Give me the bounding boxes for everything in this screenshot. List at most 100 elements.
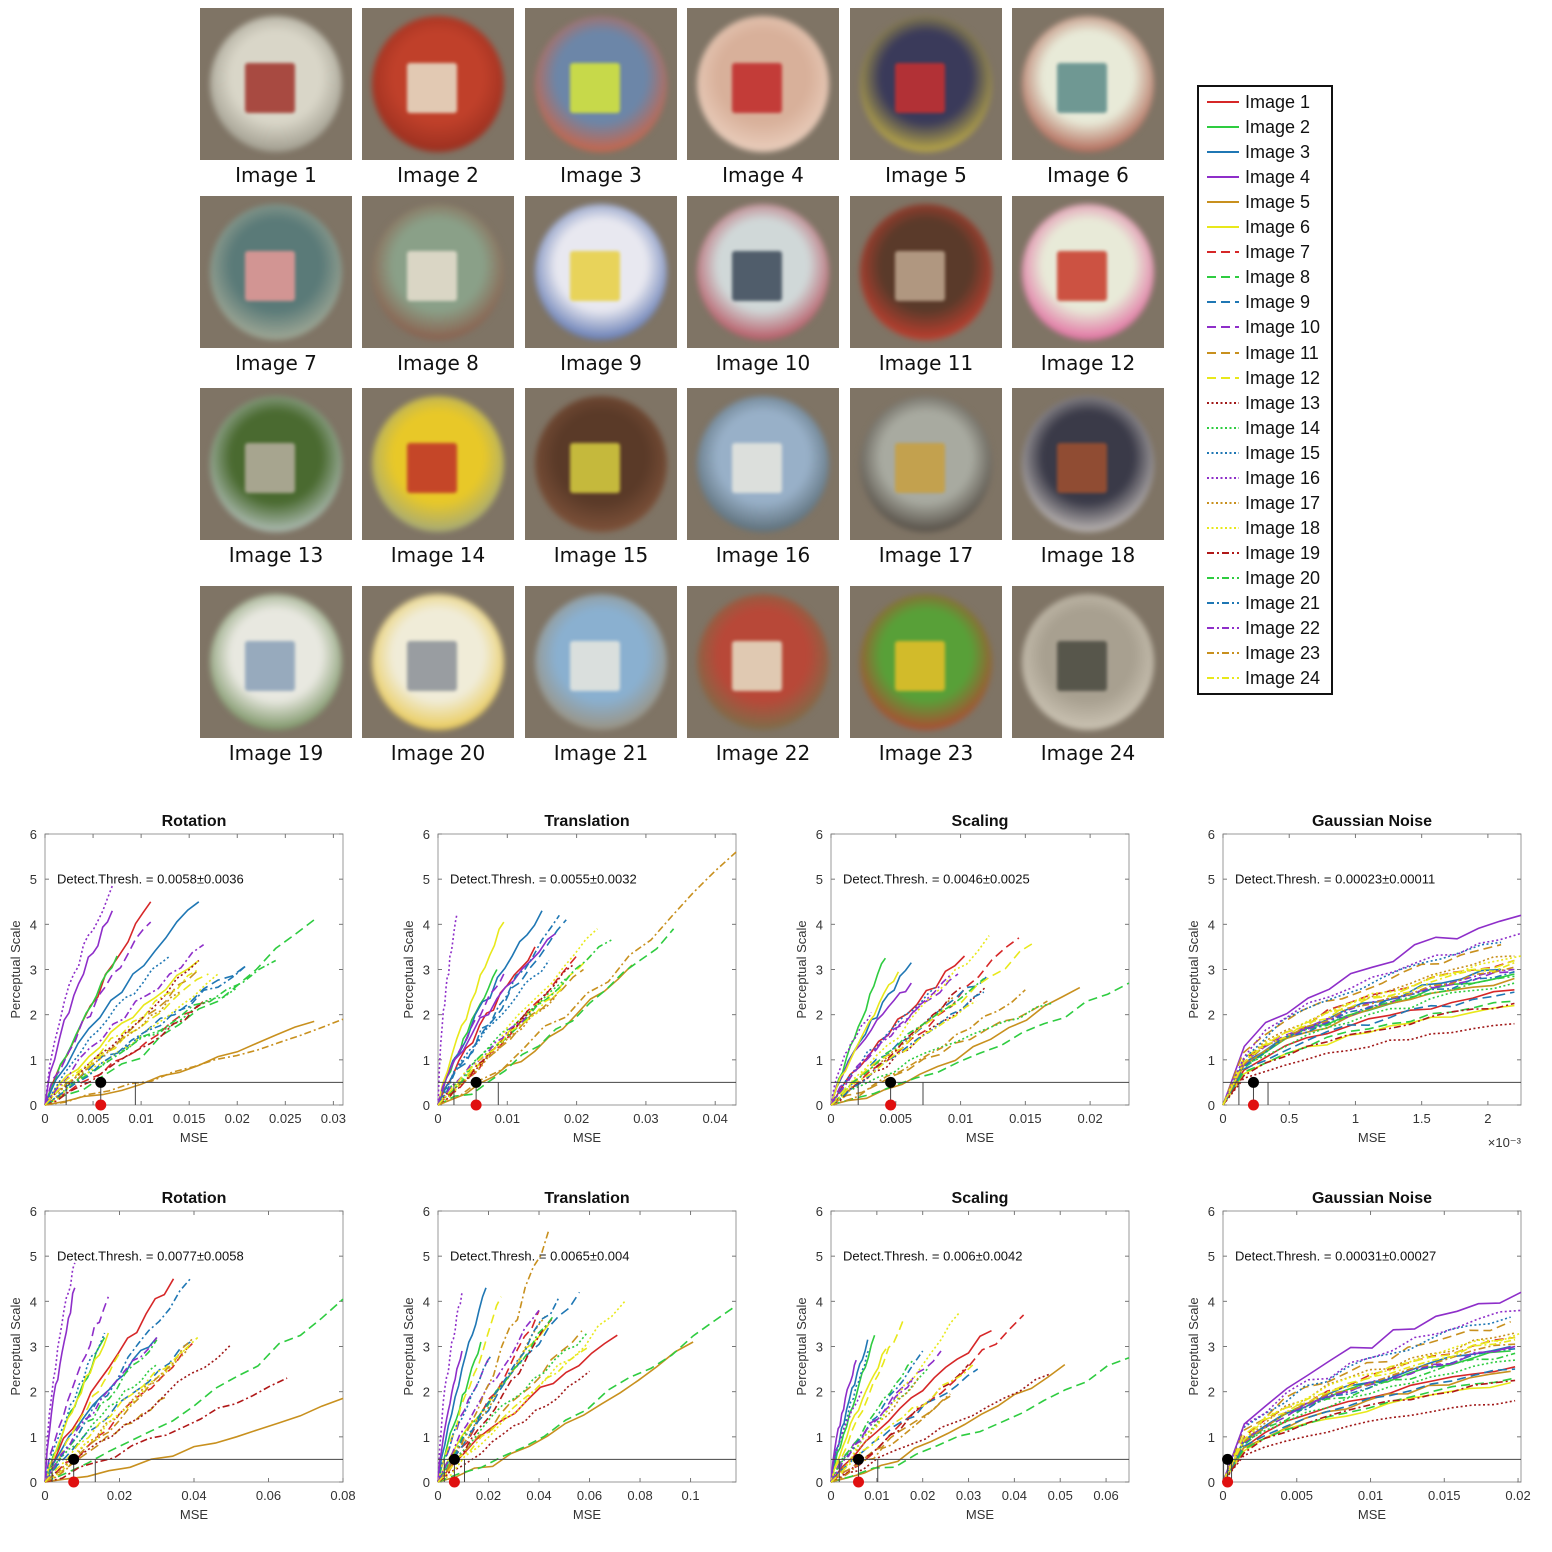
- series-line-9: [1222, 1368, 1516, 1483]
- thumbnail-picture: [525, 586, 677, 738]
- y-tick-label: 4: [30, 1294, 37, 1309]
- series-line-1: [437, 1334, 618, 1483]
- thumbnail-detail: [1057, 641, 1107, 691]
- series-line-15: [437, 960, 550, 1106]
- thumbnail-detail: [895, 443, 945, 493]
- thumbnail-picture: [362, 388, 514, 540]
- series-line-18: [830, 935, 990, 1106]
- threshold-marker: [68, 1453, 80, 1465]
- thumbnail-detail: [1057, 251, 1107, 301]
- series-line-12: [830, 941, 1035, 1106]
- series-line-18: [830, 1312, 961, 1483]
- y-tick-label: 6: [816, 827, 823, 842]
- y-axis-label: Perceptual Scale: [8, 920, 23, 1018]
- y-tick-label: 5: [30, 872, 37, 887]
- x-tick-label: 0: [41, 1488, 48, 1503]
- thumbnail-detail: [895, 63, 945, 113]
- plot-area: [437, 833, 737, 1106]
- chart-title: Gaussian Noise: [1312, 813, 1432, 830]
- series-line-20: [437, 1314, 555, 1483]
- threshold-marker: [470, 1076, 482, 1088]
- series-line-19: [44, 1377, 288, 1483]
- thumbnail-caption: Image 22: [715, 741, 811, 765]
- threshold-x-marker: [885, 1099, 897, 1111]
- legend-line-swatch: [1207, 652, 1239, 655]
- x-tick-label: 0.02: [910, 1488, 935, 1503]
- series-line-9: [437, 919, 567, 1106]
- y-tick-label: 2: [423, 1385, 430, 1400]
- series-line-10: [830, 1350, 942, 1483]
- image-thumbnail: Image 10: [687, 196, 839, 375]
- legend-label: Image 16: [1245, 467, 1321, 488]
- series-line-12: [830, 1316, 906, 1483]
- chart-svg: Rotation 0 1 2 3 4 5 6 0 0.02 0.04 0.06 0.08 MSE Perce…: [8, 1190, 356, 1522]
- legend-line-swatch: [1207, 602, 1239, 604]
- image-thumbnail: Image 16: [687, 388, 839, 567]
- chart-svg: Translation 0 1 2 3 4 5 6 0 0.01 0.02 0.03 0.04 MSE Pe…: [401, 813, 737, 1145]
- series-line-19: [1222, 1002, 1515, 1106]
- chart-gaussian-noise: Gaussian Noise 0 1 2 3 4 5 6 0 0.5 1 1.5 2 MSE Percept…: [1178, 804, 1552, 1160]
- thumbnail-picture: [525, 388, 677, 540]
- x-tick-label: 0.04: [703, 1111, 728, 1126]
- threshold-marker: [853, 1453, 865, 1465]
- series-line-23: [1222, 1343, 1516, 1483]
- series-line-14: [44, 986, 238, 1106]
- image-thumbnail: Image 20: [362, 586, 514, 765]
- series-line-21: [44, 1278, 191, 1483]
- legend-line-swatch: [1207, 301, 1239, 304]
- legend-line-swatch: [1207, 126, 1239, 129]
- y-tick-label: 3: [423, 963, 430, 978]
- legend-line-swatch: [1207, 526, 1239, 529]
- threshold-annotation: Detect.Thresh. = 0.0077±0.0058: [57, 1249, 244, 1264]
- series-line-6: [1222, 1381, 1511, 1483]
- y-tick-label: 6: [30, 827, 37, 842]
- thumbnail-detail: [895, 641, 945, 691]
- legend-entry: Image 17: [1205, 491, 1331, 516]
- thumbnail-detail: [732, 443, 782, 493]
- series-line-8: [830, 982, 1130, 1106]
- series-line-16: [44, 1262, 76, 1483]
- series-line-12: [437, 1296, 502, 1483]
- y-tick-label: 3: [30, 963, 37, 978]
- legend-line-swatch: [1207, 151, 1239, 154]
- series-line-7: [830, 937, 1020, 1106]
- threshold-annotation: Detect.Thresh. = 0.0058±0.0036: [57, 872, 244, 887]
- thumbnail-picture: [1012, 8, 1164, 160]
- y-tick-label: 2: [423, 1008, 430, 1023]
- thumbnail-caption: Image 21: [553, 741, 649, 765]
- series-line-8: [44, 919, 315, 1106]
- thumbnail-caption: Image 1: [235, 163, 317, 187]
- y-tick-label: 0: [816, 1475, 823, 1490]
- series-line-16: [437, 1292, 463, 1483]
- thumbnail-caption: Image 18: [1040, 543, 1136, 567]
- y-tick-label: 6: [423, 1204, 430, 1219]
- legend-entry: Image 2: [1205, 115, 1331, 140]
- thumbnail-picture: [687, 8, 839, 160]
- x-tick-label: 0.005: [880, 1111, 913, 1126]
- thumbnail-detail: [407, 251, 457, 301]
- legend-label: Image 20: [1245, 567, 1321, 588]
- y-tick-label: 5: [423, 872, 430, 887]
- y-tick-label: 6: [1208, 1204, 1215, 1219]
- y-tick-label: 5: [1208, 1249, 1215, 1264]
- y-tick-label: 5: [816, 872, 823, 887]
- series-line-23: [830, 1393, 951, 1483]
- y-tick-label: 3: [423, 1340, 430, 1355]
- x-tick-label: 0.04: [526, 1488, 551, 1503]
- x-tick-label: 0.02: [1077, 1111, 1102, 1126]
- legend-label: Image 3: [1245, 142, 1311, 163]
- legend-line-swatch: [1207, 551, 1239, 554]
- series-line-20: [830, 977, 985, 1106]
- x-tick-label: 0.06: [256, 1488, 281, 1503]
- x-tick-label: 0.02: [107, 1488, 132, 1503]
- legend-line-swatch: [1207, 101, 1239, 103]
- thumbnail-detail: [570, 251, 620, 301]
- series-line-22: [830, 973, 953, 1106]
- thumbnail-picture: [525, 196, 677, 348]
- legend-line-swatch: [1207, 351, 1239, 354]
- series-line-8: [1222, 1377, 1516, 1483]
- threshold-x-marker: [1222, 1476, 1234, 1488]
- thumbnail-picture: [200, 8, 352, 160]
- series-line-10: [44, 921, 152, 1106]
- thumbnail-caption: Image 12: [1040, 351, 1136, 375]
